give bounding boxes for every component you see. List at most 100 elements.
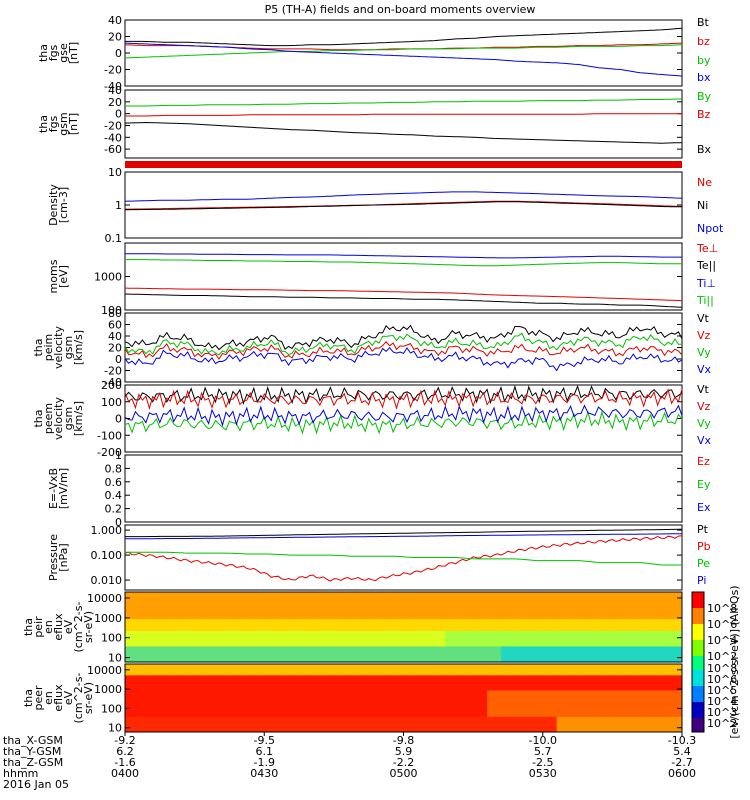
heatmap-cell — [306, 664, 321, 669]
heatmap-cell — [347, 658, 363, 663]
heatmap-cell — [278, 716, 293, 722]
heatmap-cell — [389, 716, 404, 722]
heatmap-cell — [445, 654, 460, 659]
heatmap-cell — [264, 686, 279, 691]
heatmap-cell — [236, 720, 251, 725]
heatmap-cell — [180, 709, 196, 714]
heatmap-cell — [264, 642, 279, 647]
heatmap-cell — [361, 658, 377, 663]
heatmap-cell — [319, 607, 335, 612]
heatmap-cell — [500, 627, 516, 632]
colorbar-segment — [692, 726, 704, 729]
heatmap-cell — [612, 650, 627, 655]
heatmap-cell — [138, 709, 154, 714]
heatmap-cell — [292, 599, 307, 605]
heatmap-cell — [361, 713, 377, 718]
heatmap-cell — [208, 634, 223, 640]
heatmap-cell — [640, 690, 655, 695]
heatmap-cell — [514, 638, 530, 644]
heatmap-cell — [375, 709, 391, 714]
colorbar-frame — [691, 591, 705, 733]
heatmap-cell — [375, 658, 391, 663]
heatmap-cell — [250, 698, 265, 703]
heatmap-cell — [292, 607, 307, 612]
series-line-Pt — [125, 528, 682, 538]
heatmap-cell — [180, 724, 196, 729]
heatmap-cell — [194, 658, 210, 663]
heatmap-cell — [556, 592, 572, 597]
heatmap-cell — [278, 599, 293, 605]
heatmap-cell — [445, 630, 460, 636]
colorbar-segment — [692, 718, 704, 721]
heatmap-cell — [570, 630, 586, 636]
heatmap-cell — [306, 627, 321, 632]
heatmap-cell — [375, 615, 391, 620]
series-line-bx — [124, 42, 683, 77]
heatmap-cell — [556, 634, 572, 640]
heatmap-cell — [180, 716, 196, 722]
heatmap-cell — [319, 599, 335, 605]
heatmap-cell — [194, 607, 210, 612]
heatmap-cell — [445, 623, 460, 628]
heatmap-cell — [138, 705, 154, 710]
heatmap-cell — [138, 675, 154, 680]
heatmap-cell — [626, 686, 641, 691]
heatmap-cell — [152, 724, 168, 729]
panel-frame — [124, 89, 683, 159]
heatmap-cell — [333, 705, 349, 710]
heatmap-cell — [500, 671, 516, 676]
heatmap-cell — [445, 634, 460, 640]
heatmap-cell — [598, 658, 613, 663]
heatmap-cell — [584, 709, 599, 714]
heatmap-cell — [361, 671, 377, 676]
heatmap-cell — [152, 720, 168, 725]
heatmap-cell — [361, 720, 377, 725]
heatmap-cell — [542, 599, 558, 605]
heatmap-cell — [208, 716, 223, 722]
heatmap-cell — [375, 611, 391, 616]
heatmap-cell — [445, 713, 460, 718]
heatmap-cell — [250, 595, 265, 601]
heatmap-cell — [528, 646, 544, 651]
heatmap-cell — [264, 728, 279, 733]
heatmap-cell — [278, 671, 293, 676]
x-tick-label: -1.9 — [254, 756, 275, 769]
heatmap-cell — [278, 713, 293, 718]
heatmap-cell — [194, 686, 210, 691]
heatmap-cell — [333, 671, 349, 676]
heatmap-cell — [319, 682, 335, 688]
heatmap-cell — [375, 664, 391, 669]
heatmap-cell — [500, 667, 516, 673]
heatmap-cell — [598, 724, 613, 729]
heatmap-cell — [528, 713, 544, 718]
heatmap-cell — [403, 599, 418, 605]
heatmap-cell — [166, 664, 182, 669]
legend-entry-Ne: Ne — [697, 176, 712, 189]
y-axis-label: gsm — [57, 112, 70, 135]
heatmap-cell — [166, 630, 182, 636]
heatmap-cell — [278, 682, 293, 688]
heatmap-cell — [125, 642, 140, 647]
heatmap-cell — [292, 716, 307, 722]
heatmap-cell — [152, 664, 168, 669]
heatmap-cell — [640, 592, 655, 597]
heatmap-cell — [208, 603, 223, 609]
heatmap-cell — [542, 654, 558, 659]
y-axis-label: [km/s] — [72, 330, 85, 365]
heatmap-cell — [570, 698, 586, 703]
heatmap-cell — [431, 619, 446, 624]
series-line-Ni — [125, 201, 682, 211]
heatmap-cell — [612, 698, 627, 703]
heatmap-cell — [514, 716, 530, 722]
heatmap-cell — [459, 646, 474, 651]
heatmap-cell — [278, 619, 293, 624]
heatmap-cell — [626, 690, 641, 695]
heatmap-cell — [640, 682, 655, 688]
panel-p10: 10000100010010thapeerenefluxeV(cm^2-s-sr… — [22, 663, 683, 735]
heatmap-cell — [319, 630, 335, 636]
heatmap-cell — [626, 646, 641, 651]
heatmap-cell — [459, 720, 474, 725]
heatmap-cell — [403, 630, 418, 636]
heatmap-cell — [292, 675, 307, 680]
heatmap-cell — [264, 667, 279, 673]
